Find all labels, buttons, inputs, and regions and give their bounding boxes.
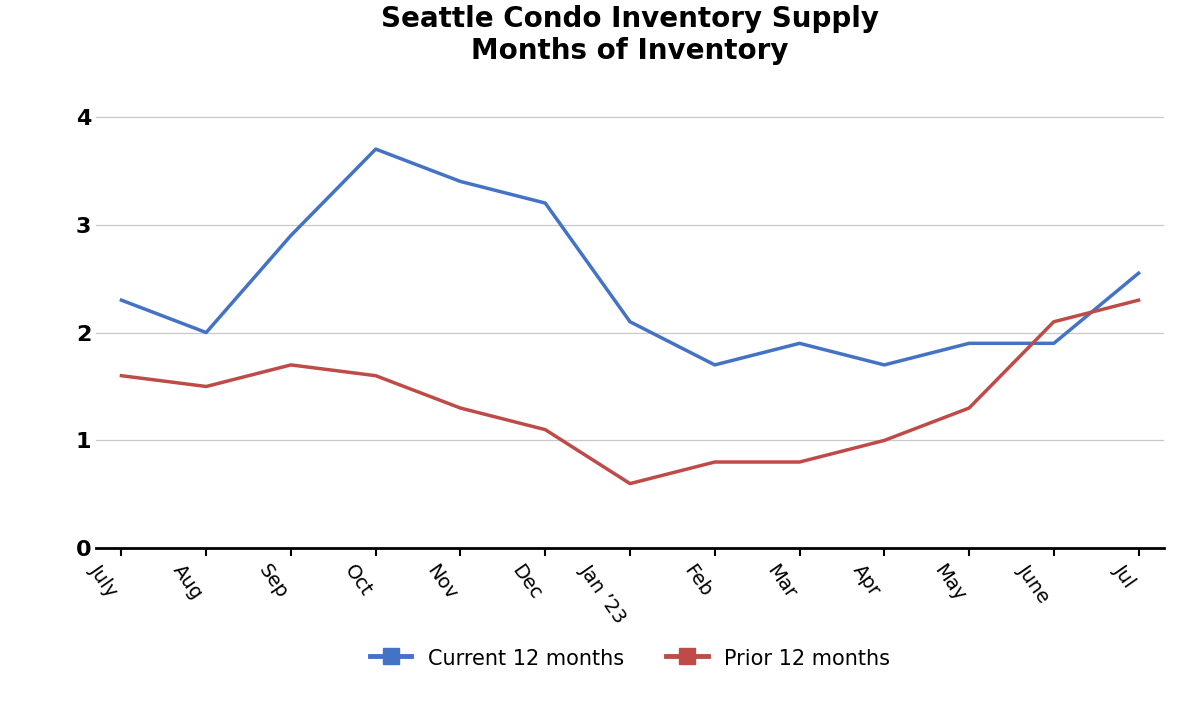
Title: Seattle Condo Inventory Supply
Months of Inventory: Seattle Condo Inventory Supply Months of… <box>382 5 878 65</box>
Legend: Current 12 months, Prior 12 months: Current 12 months, Prior 12 months <box>361 639 899 677</box>
